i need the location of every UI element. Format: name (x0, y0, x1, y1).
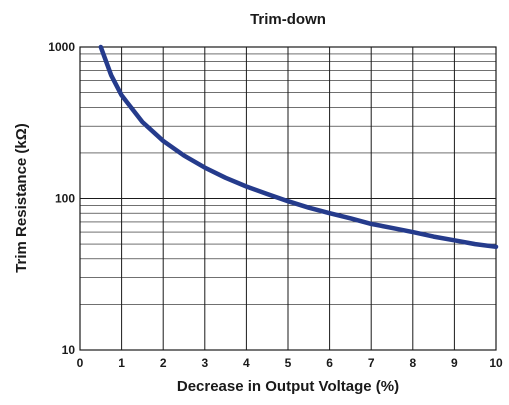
y-tick-label: 10 (62, 343, 76, 357)
x-tick-label: 10 (489, 356, 503, 370)
grid (80, 47, 496, 350)
chart-title: Trim-down (250, 11, 326, 28)
x-tick-label: 5 (285, 356, 292, 370)
series-line (98, 44, 499, 250)
x-tick-label: 6 (326, 356, 333, 370)
x-tick-label: 3 (201, 356, 208, 370)
y-tick-label: 100 (55, 192, 75, 206)
x-tick-label: 7 (368, 356, 375, 370)
x-tick-label: 2 (160, 356, 167, 370)
x-tick-label: 1 (118, 356, 125, 370)
x-tick-label: 0 (77, 356, 84, 370)
x-axis-title: Decrease in Output Voltage (%) (177, 378, 399, 395)
x-tick-label: 9 (451, 356, 458, 370)
x-tick-labels: 0 1 2 3 4 5 6 7 8 9 10 (77, 356, 503, 370)
y-tick-label: 1000 (48, 40, 75, 54)
y-axis-title: Trim Resistance (kΩ) (13, 123, 30, 273)
plot-frame (79, 46, 497, 351)
y-tick-labels: 10 100 1000 (48, 40, 75, 357)
x-tick-label: 8 (409, 356, 416, 370)
x-tick-label: 4 (243, 356, 250, 370)
